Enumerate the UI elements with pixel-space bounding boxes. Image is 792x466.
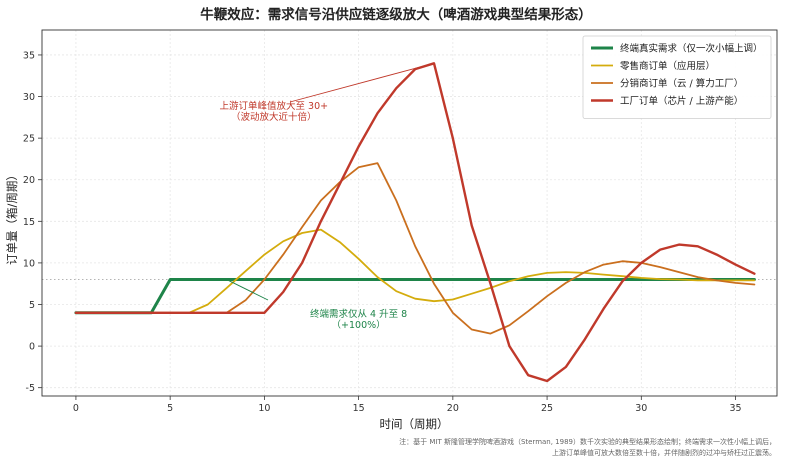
y-tick-label: 15 [23, 217, 35, 228]
annotation-upstream-peak-line-2: （波动放大近十倍） [231, 111, 317, 123]
y-tick-label: 25 [23, 134, 35, 145]
x-tick-label: 5 [167, 403, 173, 414]
y-tick-label: 30 [23, 92, 35, 103]
annotation-terminal-demand-line-1: 终端需求仅从 4 升至 8 [310, 308, 407, 320]
legend: 终端真实需求（仅一次小幅上调） 零售商订单（应用层） 分销商订单（云 / 算力工厂）… [582, 35, 772, 119]
series-line-distributor [75, 162, 756, 335]
y-axis-label: 订单量（箱/周期） [5, 169, 19, 265]
legend-label: 分销商订单（云 / 算力工厂） [620, 78, 743, 90]
y-tick-label: 0 [29, 342, 35, 353]
legend-label: 零售商订单（应用层） [620, 60, 715, 72]
annotation-terminal-demand-line-2: （+100%） [332, 319, 386, 331]
series-group [74, 62, 756, 383]
y-tick-label: 20 [23, 175, 35, 186]
annotation-terminal-demand-arrow [226, 279, 269, 301]
x-tick-label: 25 [541, 403, 553, 414]
x-axis-label: 时间（周期） [380, 417, 449, 431]
x-tick-label: 30 [635, 403, 647, 414]
series-line-retailer [75, 228, 756, 314]
chart-title: 牛鞭效应：需求信号沿供应链逐级放大（啤酒游戏典型结果形态） [200, 6, 592, 23]
y-tick-label: 10 [23, 258, 35, 269]
annotation-upstream-peak-arrow [289, 62, 435, 103]
x-tick-label: 15 [353, 403, 365, 414]
x-tick-label: 20 [447, 403, 459, 414]
x-tick-label: 10 [258, 403, 270, 414]
legend-label: 终端真实需求（仅一次小幅上调） [620, 43, 763, 55]
series-line-demand [74, 278, 756, 315]
footnote-line-1: 注：基于 MIT 斯隆管理学院啤酒游戏（Sterman, 1989）数千次实验的… [399, 437, 776, 446]
series-line-factory [74, 62, 756, 383]
annotation-upstream-peak-line-1: 上游订单峰值放大至 30+ [220, 100, 329, 112]
x-tick-label: 35 [729, 403, 741, 414]
y-tick-label: 5 [29, 300, 35, 311]
annotations-group: 上游订单峰值放大至 30+（波动放大近十倍） 终端需求仅从 4 升至 8（+100… [220, 62, 435, 331]
legend-box [582, 35, 772, 119]
plot-frame [41, 29, 778, 397]
ticks-group: 0 5 10 15 20 25 30 35 -5 0 5 10 15 20 25 30 35 [23, 50, 742, 414]
legend-label: 工厂订单（芯片 / 上游产能） [620, 95, 743, 107]
y-tick-label: 35 [23, 50, 35, 61]
footnote-line-2: 上游订单峰值可放大数倍至数十倍，并伴随剧烈的过冲与矫枉过正震荡。 [552, 448, 776, 457]
y-tick-label: -5 [26, 383, 35, 394]
x-tick-label: 0 [73, 403, 79, 414]
